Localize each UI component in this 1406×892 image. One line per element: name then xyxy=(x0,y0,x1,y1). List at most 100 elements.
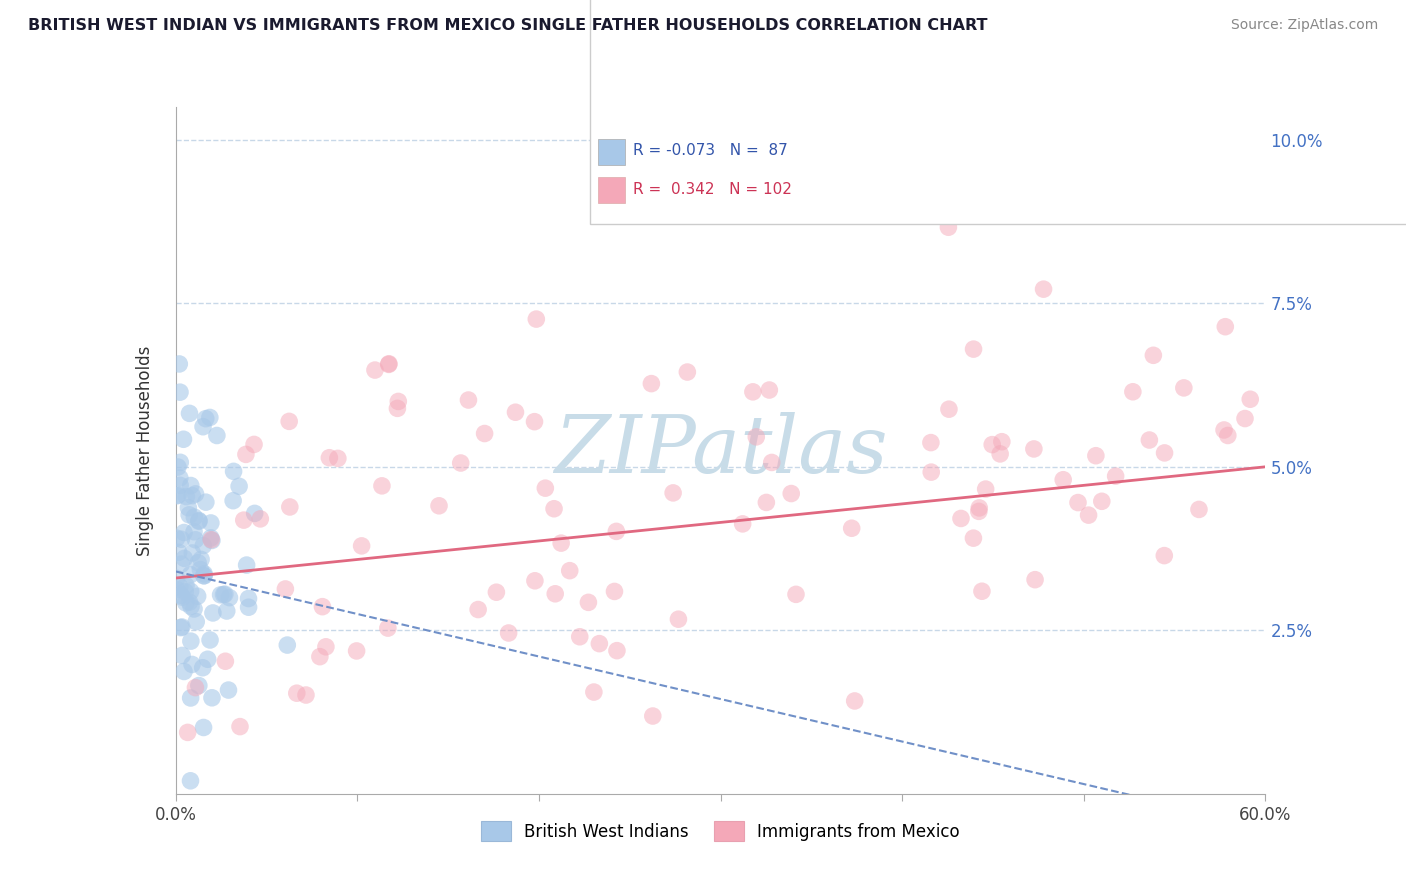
Point xyxy=(193,539,215,553)
Point xyxy=(326,451,349,466)
Point xyxy=(179,508,201,522)
Point xyxy=(1032,282,1054,296)
Point xyxy=(193,721,215,735)
Point xyxy=(1052,473,1074,487)
Point xyxy=(180,478,202,492)
Point xyxy=(243,507,266,521)
Point xyxy=(184,681,207,695)
Point xyxy=(179,567,201,582)
Point xyxy=(311,599,333,614)
Point xyxy=(170,588,193,602)
Point xyxy=(668,612,690,626)
Point xyxy=(176,490,198,504)
Point xyxy=(1213,423,1236,437)
Point xyxy=(238,591,260,606)
Point xyxy=(1173,381,1195,395)
Point xyxy=(214,587,236,601)
Point xyxy=(1084,449,1107,463)
Point xyxy=(166,531,188,545)
Point xyxy=(558,564,581,578)
Point xyxy=(188,514,211,528)
Point xyxy=(755,495,778,509)
Point xyxy=(274,582,297,596)
Point xyxy=(1216,428,1239,442)
Point xyxy=(174,596,197,610)
Point xyxy=(981,437,1004,451)
Point xyxy=(180,584,202,599)
Point xyxy=(606,643,628,657)
Point xyxy=(170,557,193,571)
Legend: British West Indians, Immigrants from Mexico: British West Indians, Immigrants from Me… xyxy=(474,814,967,847)
Point xyxy=(603,584,626,599)
Point xyxy=(1239,392,1261,407)
Point xyxy=(169,385,191,400)
Point xyxy=(278,414,301,428)
Point xyxy=(387,394,409,409)
Point xyxy=(988,447,1011,461)
Point xyxy=(938,402,960,417)
Point xyxy=(474,426,496,441)
Text: Source: ZipAtlas.com: Source: ZipAtlas.com xyxy=(1230,18,1378,32)
Point xyxy=(731,516,754,531)
Y-axis label: Single Father Households: Single Father Households xyxy=(136,345,155,556)
Point xyxy=(962,342,984,356)
Point xyxy=(467,602,489,616)
Point xyxy=(193,566,215,581)
Point xyxy=(200,533,222,547)
Point xyxy=(377,358,399,372)
Point xyxy=(568,630,591,644)
Point xyxy=(1067,495,1090,509)
Point xyxy=(1122,384,1144,399)
Point xyxy=(184,487,207,501)
Point xyxy=(605,524,627,539)
Point xyxy=(187,679,209,693)
Point xyxy=(170,620,193,634)
Point xyxy=(378,357,401,371)
Point xyxy=(179,406,201,420)
Point xyxy=(1153,549,1175,563)
Point xyxy=(1153,446,1175,460)
Point xyxy=(183,510,205,524)
Point xyxy=(974,482,997,496)
Point xyxy=(238,600,260,615)
Text: BRITISH WEST INDIAN VS IMMIGRANTS FROM MEXICO SINGLE FATHER HOUSEHOLDS CORRELATI: BRITISH WEST INDIAN VS IMMIGRANTS FROM M… xyxy=(28,18,987,33)
Point xyxy=(170,621,193,635)
Point xyxy=(179,595,201,609)
Point xyxy=(181,489,204,503)
Point xyxy=(166,489,188,503)
Point xyxy=(641,709,664,723)
Point xyxy=(371,479,394,493)
Point xyxy=(169,455,191,469)
Point xyxy=(1104,469,1126,483)
Point xyxy=(180,690,202,705)
Point xyxy=(201,690,224,705)
Point xyxy=(169,357,191,371)
Text: ZIPatlas: ZIPatlas xyxy=(554,412,887,489)
Point xyxy=(970,584,993,599)
Point xyxy=(967,500,990,515)
Point xyxy=(209,588,232,602)
Point xyxy=(190,552,212,566)
Point xyxy=(949,511,972,525)
Point xyxy=(844,694,866,708)
Point xyxy=(169,580,191,594)
Point xyxy=(276,638,298,652)
Point xyxy=(550,536,572,550)
Point xyxy=(218,591,240,605)
Point xyxy=(1188,502,1211,516)
Point xyxy=(1213,319,1236,334)
Point xyxy=(920,465,942,479)
Point xyxy=(1024,573,1046,587)
Point xyxy=(427,499,450,513)
Point xyxy=(194,495,217,509)
Point xyxy=(387,401,409,416)
Point xyxy=(1233,411,1256,425)
Point xyxy=(190,563,212,577)
Point xyxy=(191,419,214,434)
Point xyxy=(841,521,863,535)
Point xyxy=(222,464,245,478)
Point xyxy=(167,545,190,559)
Point xyxy=(179,773,201,788)
Point xyxy=(214,654,236,668)
Point xyxy=(198,410,221,425)
